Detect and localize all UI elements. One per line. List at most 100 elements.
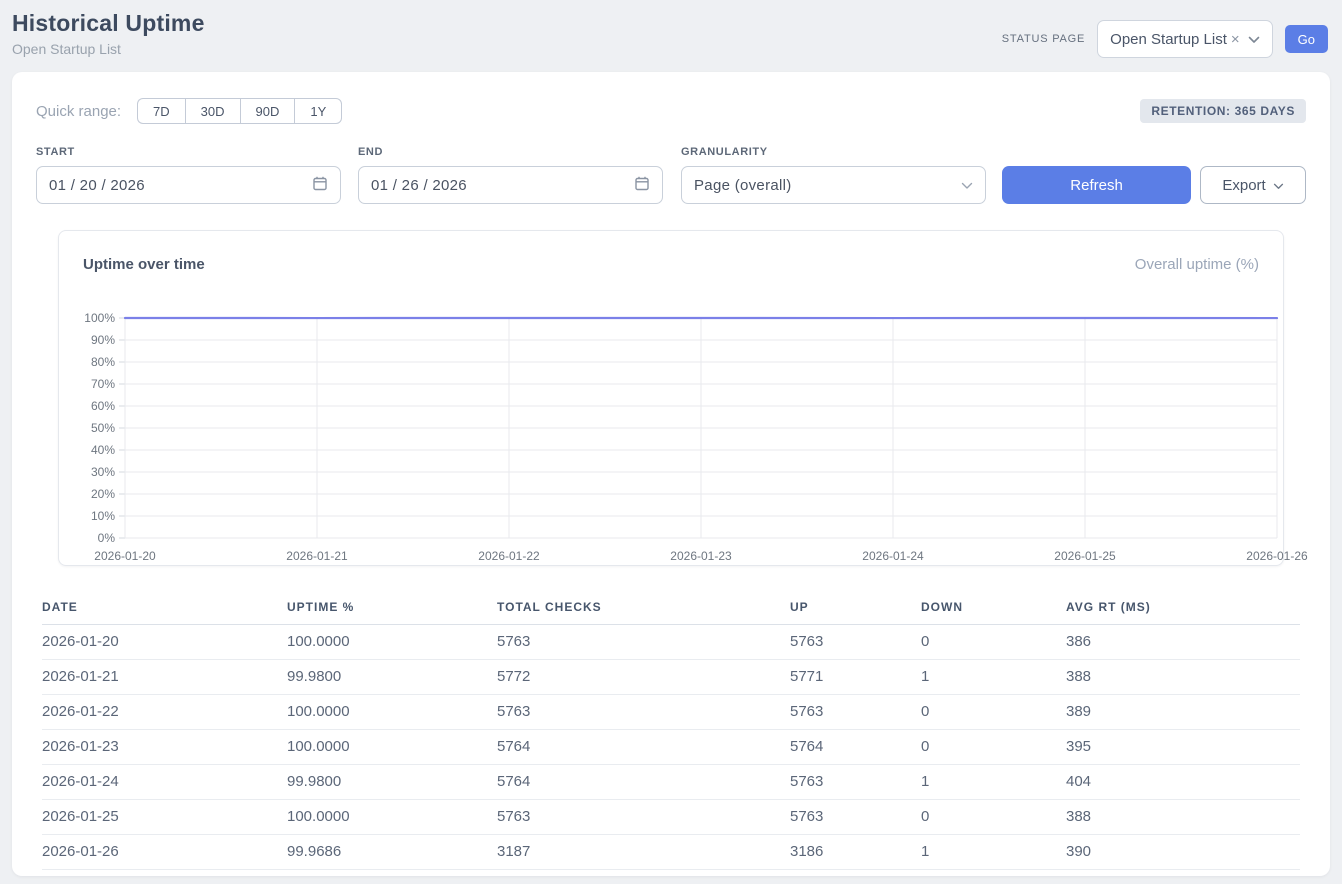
status-page-selected-value: Open Startup List bbox=[1110, 31, 1227, 48]
export-button[interactable]: Export bbox=[1200, 166, 1306, 204]
cell-down: 1 bbox=[921, 835, 1066, 870]
chart-header: Uptime over time Overall uptime (%) bbox=[59, 253, 1283, 275]
svg-text:2026-01-22: 2026-01-22 bbox=[478, 549, 540, 563]
svg-text:80%: 80% bbox=[91, 355, 115, 369]
granularity-selected-value: Page (overall) bbox=[694, 177, 961, 194]
table-row: 2026-01-20100.0000576357630386 bbox=[42, 625, 1300, 660]
svg-text:2026-01-24: 2026-01-24 bbox=[862, 549, 924, 563]
cell-uptime: 100.0000 bbox=[287, 695, 497, 730]
status-page-label: STATUS PAGE bbox=[1002, 33, 1085, 45]
cell-down: 0 bbox=[921, 800, 1066, 835]
cell-down: 0 bbox=[921, 730, 1066, 765]
svg-text:2026-01-25: 2026-01-25 bbox=[1054, 549, 1116, 563]
uptime-table: DATE UPTIME % TOTAL CHECKS UP DOWN AVG R… bbox=[42, 592, 1300, 870]
cell-date: 2026-01-26 bbox=[42, 835, 287, 870]
cell-up: 3186 bbox=[790, 835, 921, 870]
table-row: 2026-01-2499.9800576457631404 bbox=[42, 765, 1300, 800]
quick-range-button-1y[interactable]: 1Y bbox=[294, 98, 342, 124]
end-date-value: 01 / 26 / 2026 bbox=[371, 177, 634, 194]
start-date-input[interactable]: 01 / 20 / 2026 bbox=[36, 166, 341, 204]
cell-uptime: 100.0000 bbox=[287, 730, 497, 765]
export-button-label: Export bbox=[1222, 177, 1265, 194]
column-header-total-checks: TOTAL CHECKS bbox=[497, 592, 790, 625]
uptime-chart: 0%10%20%30%40%50%60%70%80%90%100%2026-01… bbox=[59, 297, 1283, 584]
granularity-field: GRANULARITY Page (overall) bbox=[681, 146, 986, 204]
cell-down: 1 bbox=[921, 765, 1066, 800]
clear-icon[interactable]: × bbox=[1231, 32, 1240, 47]
cell-avg-rt: 404 bbox=[1066, 765, 1300, 800]
cell-date: 2026-01-21 bbox=[42, 660, 287, 695]
svg-text:2026-01-26: 2026-01-26 bbox=[1246, 549, 1308, 563]
chevron-down-icon bbox=[1273, 177, 1284, 194]
page-heading: Historical Uptime Open Startup List bbox=[12, 10, 205, 57]
quick-range-button-90d[interactable]: 90D bbox=[240, 98, 295, 124]
cell-date: 2026-01-20 bbox=[42, 625, 287, 660]
svg-text:20%: 20% bbox=[91, 487, 115, 501]
granularity-select[interactable]: Page (overall) bbox=[681, 166, 986, 204]
svg-text:10%: 10% bbox=[91, 509, 115, 523]
cell-total-checks: 5763 bbox=[497, 695, 790, 730]
chart-title: Uptime over time bbox=[83, 256, 205, 273]
table-row: 2026-01-23100.0000576457640395 bbox=[42, 730, 1300, 765]
page-title: Historical Uptime bbox=[12, 10, 205, 37]
cell-uptime: 100.0000 bbox=[287, 800, 497, 835]
granularity-label: GRANULARITY bbox=[681, 146, 986, 158]
table-row: 2026-01-2699.9686318731861390 bbox=[42, 835, 1300, 870]
go-button[interactable]: Go bbox=[1285, 25, 1328, 53]
calendar-icon[interactable] bbox=[634, 175, 650, 195]
cell-avg-rt: 395 bbox=[1066, 730, 1300, 765]
status-page-select[interactable]: Open Startup List × bbox=[1097, 20, 1273, 58]
chevron-down-icon bbox=[961, 177, 973, 194]
cell-up: 5771 bbox=[790, 660, 921, 695]
end-date-input[interactable]: 01 / 26 / 2026 bbox=[358, 166, 663, 204]
cell-uptime: 99.9686 bbox=[287, 835, 497, 870]
start-date-value: 01 / 20 / 2026 bbox=[49, 177, 312, 194]
cell-date: 2026-01-25 bbox=[42, 800, 287, 835]
quick-range-button-30d[interactable]: 30D bbox=[185, 98, 240, 124]
page-header: Historical Uptime Open Startup List STAT… bbox=[0, 0, 1342, 66]
column-header-up: UP bbox=[790, 592, 921, 625]
cell-total-checks: 5763 bbox=[497, 625, 790, 660]
cell-date: 2026-01-24 bbox=[42, 765, 287, 800]
cell-avg-rt: 388 bbox=[1066, 660, 1300, 695]
start-field: START 01 / 20 / 2026 bbox=[36, 146, 341, 204]
table-header-row: DATE UPTIME % TOTAL CHECKS UP DOWN AVG R… bbox=[42, 592, 1300, 625]
cell-avg-rt: 386 bbox=[1066, 625, 1300, 660]
end-field: END 01 / 26 / 2026 bbox=[358, 146, 663, 204]
quick-range-row: Quick range: 7D 30D 90D 1Y RETENTION: 36… bbox=[36, 98, 1306, 124]
column-header-date: DATE bbox=[42, 592, 287, 625]
chart-card: Uptime over time Overall uptime (%) 0% 10… bbox=[58, 230, 1284, 566]
cell-avg-rt: 388 bbox=[1066, 800, 1300, 835]
main-panel: Quick range: 7D 30D 90D 1Y RETENTION: 36… bbox=[12, 72, 1330, 876]
column-header-avg-rt: AVG RT (MS) bbox=[1066, 592, 1300, 625]
svg-text:70%: 70% bbox=[91, 377, 115, 391]
cell-date: 2026-01-23 bbox=[42, 730, 287, 765]
svg-text:60%: 60% bbox=[91, 399, 115, 413]
cell-up: 5763 bbox=[790, 765, 921, 800]
retention-badge: RETENTION: 365 DAYS bbox=[1140, 99, 1306, 123]
svg-text:0%: 0% bbox=[98, 531, 116, 545]
column-header-down: DOWN bbox=[921, 592, 1066, 625]
table-row: 2026-01-22100.0000576357630389 bbox=[42, 695, 1300, 730]
cell-down: 0 bbox=[921, 625, 1066, 660]
svg-text:100%: 100% bbox=[84, 311, 115, 325]
svg-text:30%: 30% bbox=[91, 465, 115, 479]
calendar-icon[interactable] bbox=[312, 175, 328, 195]
quick-range-button-7d[interactable]: 7D bbox=[137, 98, 185, 124]
header-controls: STATUS PAGE Open Startup List × Go bbox=[1002, 20, 1328, 58]
svg-text:2026-01-23: 2026-01-23 bbox=[670, 549, 732, 563]
table-row: 2026-01-25100.0000576357630388 bbox=[42, 800, 1300, 835]
cell-avg-rt: 389 bbox=[1066, 695, 1300, 730]
filters-row: START 01 / 20 / 2026 END 01 / 26 / 2026 … bbox=[36, 146, 1306, 204]
svg-text:50%: 50% bbox=[91, 421, 115, 435]
svg-text:40%: 40% bbox=[91, 443, 115, 457]
refresh-button[interactable]: Refresh bbox=[1002, 166, 1191, 204]
cell-down: 0 bbox=[921, 695, 1066, 730]
end-label: END bbox=[358, 146, 663, 158]
cell-up: 5763 bbox=[790, 625, 921, 660]
svg-text:2026-01-21: 2026-01-21 bbox=[286, 549, 348, 563]
cell-date: 2026-01-22 bbox=[42, 695, 287, 730]
cell-down: 1 bbox=[921, 660, 1066, 695]
cell-up: 5764 bbox=[790, 730, 921, 765]
column-header-uptime: UPTIME % bbox=[287, 592, 497, 625]
